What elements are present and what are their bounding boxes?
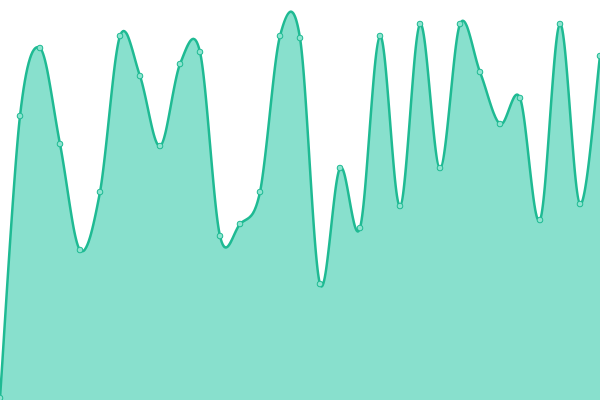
data-point [0,394,4,400]
data-point [216,232,224,240]
data-point [496,120,504,128]
data-point [136,72,144,80]
data-point [276,32,284,40]
data-point [256,188,264,196]
data-point [176,60,184,68]
data-point [116,32,124,40]
data-point [516,94,524,102]
data-point [396,202,404,210]
data-point [416,20,424,28]
data-point [76,246,84,254]
data-point [96,188,104,196]
area-fill [0,11,600,400]
data-point [596,52,600,60]
data-point [36,44,44,52]
data-point [436,164,444,172]
data-point [336,164,344,172]
data-point [296,34,304,42]
data-point [456,20,464,28]
data-point [536,216,544,224]
data-point [56,140,64,148]
data-point [316,280,324,288]
data-point [476,68,484,76]
data-point [156,142,164,150]
data-point [376,32,384,40]
data-point [236,220,244,228]
data-point [556,20,564,28]
data-point [196,48,204,56]
data-point [576,200,584,208]
data-point [16,112,24,120]
data-point [356,224,364,232]
